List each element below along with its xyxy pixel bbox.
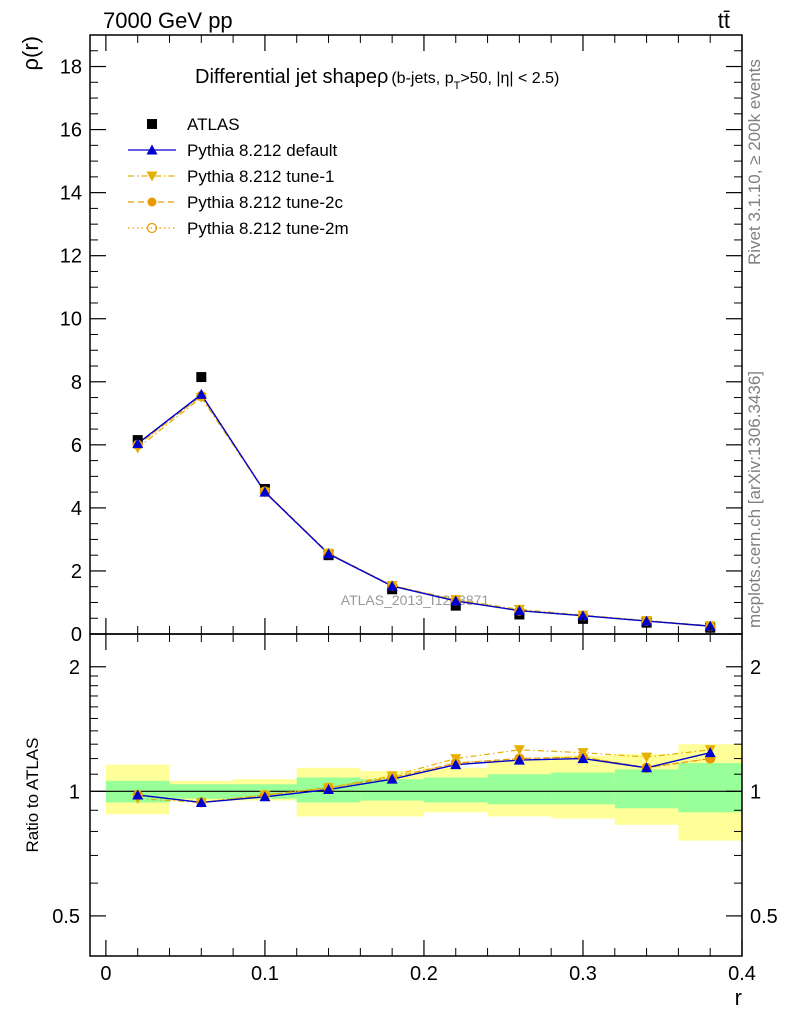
data-point — [386, 580, 398, 591]
y-tick-label: 0 — [71, 624, 82, 646]
main-y-axis-label: ρ(r) — [18, 36, 43, 71]
legend-label: Pythia 8.212 tune-1 — [187, 167, 334, 186]
ratio-data-point — [513, 745, 525, 756]
uncertainty-band — [360, 779, 424, 801]
main-plot-axes: 0 2 4 6 8 10 12 14 16 18 — [60, 34, 743, 646]
data-point — [259, 486, 271, 497]
y-tick-label: 8 — [71, 372, 82, 394]
y-tick-label: 12 — [60, 246, 82, 268]
legend-marker — [146, 144, 158, 155]
ratio-y-tick-label: 1 — [69, 781, 80, 803]
x-tick-label: 0.2 — [410, 963, 438, 985]
legend-item: Pythia 8.212 tune-2m — [128, 219, 349, 238]
ratio-y-tick-label-right: 1 — [750, 781, 761, 803]
data-point — [641, 615, 653, 626]
legend-label: Pythia 8.212 default — [187, 141, 338, 160]
x-tick-label: 0.1 — [251, 963, 279, 985]
x-tick-label: 0 — [100, 963, 111, 985]
legend-marker — [146, 171, 158, 182]
uncertainty-band — [614, 769, 679, 809]
data-point — [704, 620, 716, 631]
uncertainty-band — [487, 774, 552, 805]
data-point — [195, 388, 207, 399]
main-title: Differential jet shapeρ (b-jets, pT>50, |… — [195, 66, 559, 92]
ratio-data-point — [132, 789, 144, 800]
ratio-y-tick-label: 2 — [69, 657, 80, 679]
uncertainty-band — [678, 763, 742, 813]
legend-label: Pythia 8.212 tune-2m — [187, 219, 349, 238]
rivet-label: Rivet 3.1.10, ≥ 200k events — [745, 59, 764, 265]
ratio-data-point — [450, 759, 462, 770]
legend-item: Pythia 8.212 tune-1 — [128, 167, 334, 186]
x-tick-label: 0.4 — [728, 963, 756, 985]
data-point — [323, 548, 335, 559]
data-point — [513, 605, 525, 616]
main-title-qualifier-rest: >50, |η| < 2.5) — [460, 70, 559, 87]
ratio-series-line — [137, 751, 711, 804]
ratio-data-point — [641, 762, 653, 773]
ratio-y-tick-label: 0.5 — [52, 906, 80, 928]
x-axis-label: r — [735, 985, 742, 1010]
legend-label: ATLAS — [187, 115, 240, 134]
ratio-series-line — [137, 756, 711, 804]
ratio-plot-axes: 0.5 0.5 1 1 2 2 0 0.1 0.2 0.3 0.4 — [52, 634, 778, 985]
ratio-data-point — [259, 791, 271, 802]
y-tick-label: 6 — [71, 435, 82, 457]
legend-label: Pythia 8.212 tune-2c — [187, 193, 343, 212]
ratio-y-tick-label-right: 2 — [750, 657, 761, 679]
main-plot-data — [132, 372, 716, 633]
ratio-plot-data — [90, 744, 742, 841]
ratio-data-point — [641, 752, 653, 763]
legend: ATLAS Pythia 8.212 default Pythia 8.212 tu… — [128, 115, 349, 238]
y-tick-label: 10 — [60, 309, 82, 331]
legend-marker — [147, 119, 157, 129]
uncertainty-band — [551, 772, 615, 805]
ratio-data-point — [450, 754, 462, 765]
data-point — [450, 595, 462, 606]
legend-marker — [147, 197, 157, 207]
main-title-subscript: T — [454, 80, 461, 92]
ratio-data-point — [513, 754, 525, 765]
energy-label: 7000 GeV pp — [103, 8, 233, 33]
y-tick-label: 16 — [60, 120, 82, 142]
legend-item: Pythia 8.212 default — [128, 141, 338, 160]
main-title-text: Differential jet shapeρ — [195, 66, 388, 88]
y-tick-label: 14 — [60, 183, 82, 205]
data-point — [132, 438, 144, 449]
y-tick-label: 18 — [60, 57, 82, 79]
series-line — [137, 393, 711, 627]
main-watermark: ATLAS_2013_I1243871 — [341, 592, 490, 608]
legend-marker — [146, 222, 158, 234]
ratio-series-line — [137, 756, 711, 804]
main-title-qualifier: (b-jets, p — [391, 70, 453, 87]
series-line — [137, 396, 711, 627]
legend-item: ATLAS — [147, 115, 240, 134]
ratio-plot-frame — [89, 633, 743, 957]
process-label: tt̄ — [718, 8, 730, 33]
ratio-y-tick-label-right: 0.5 — [750, 906, 778, 928]
mcplots-label: mcplots.cern.ch [arXiv:1306.3436] — [745, 371, 764, 628]
ratio-series-line — [137, 749, 711, 804]
data-point — [196, 372, 207, 383]
y-tick-label: 2 — [71, 561, 82, 583]
ratio-plot: 0.5 0.5 1 1 2 2 0 0.1 0.2 0.3 0.4 Ratio to ATLAS r — [23, 633, 778, 1010]
main-plot: ATLAS_2013_I1243871 0 2 4 6 8 10 12 14 16 18 ρ(r)… — [18, 34, 743, 646]
ratio-data-point — [577, 753, 589, 764]
y-tick-label: 4 — [71, 498, 82, 520]
legend-item: Pythia 8.212 tune-2c — [128, 193, 343, 212]
ratio-data-point — [386, 773, 398, 784]
x-tick-label: 0.3 — [569, 963, 597, 985]
data-point — [577, 610, 589, 621]
ratio-y-axis-label: Ratio to ATLAS — [23, 738, 42, 853]
ratio-data-point — [323, 784, 335, 795]
uncertainty-band — [423, 777, 488, 803]
ratio-data-point — [704, 747, 716, 758]
ratio-data-point — [195, 796, 207, 807]
